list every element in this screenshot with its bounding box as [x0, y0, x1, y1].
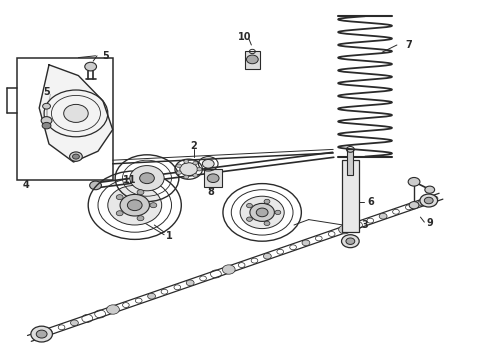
Circle shape — [107, 305, 120, 314]
Circle shape — [73, 154, 79, 159]
Text: 3: 3 — [362, 220, 368, 230]
Circle shape — [130, 166, 164, 191]
Circle shape — [32, 333, 40, 339]
Circle shape — [186, 280, 194, 286]
Circle shape — [43, 103, 50, 109]
Circle shape — [264, 199, 270, 204]
Text: 7: 7 — [406, 40, 413, 50]
Circle shape — [64, 104, 88, 122]
Circle shape — [108, 185, 162, 225]
Circle shape — [197, 167, 202, 171]
Circle shape — [42, 122, 51, 129]
Circle shape — [418, 200, 426, 206]
Circle shape — [379, 213, 387, 219]
Bar — [347, 149, 353, 175]
Bar — [17, 58, 113, 180]
Bar — [245, 51, 260, 69]
Circle shape — [275, 210, 281, 215]
Circle shape — [140, 173, 154, 184]
Circle shape — [193, 161, 198, 165]
Circle shape — [420, 194, 438, 207]
Bar — [342, 160, 359, 232]
Circle shape — [70, 152, 82, 161]
Circle shape — [137, 190, 144, 195]
Circle shape — [246, 203, 252, 208]
Circle shape — [246, 55, 258, 64]
Circle shape — [176, 171, 181, 175]
Text: 8: 8 — [207, 186, 214, 197]
Circle shape — [425, 186, 435, 193]
Polygon shape — [39, 65, 113, 162]
Circle shape — [207, 174, 219, 183]
Text: 6: 6 — [367, 197, 374, 207]
Circle shape — [409, 202, 419, 209]
Circle shape — [424, 197, 433, 204]
Text: 2: 2 — [190, 141, 197, 151]
Circle shape — [222, 265, 235, 274]
Circle shape — [127, 200, 142, 211]
Circle shape — [346, 238, 355, 244]
Circle shape — [184, 175, 189, 179]
Text: 10: 10 — [238, 32, 252, 42]
Text: 4: 4 — [23, 180, 29, 190]
Circle shape — [116, 195, 123, 200]
Text: 9: 9 — [427, 218, 434, 228]
Circle shape — [176, 164, 181, 167]
Circle shape — [180, 163, 197, 176]
Circle shape — [264, 253, 271, 259]
Circle shape — [150, 203, 157, 208]
Circle shape — [302, 240, 310, 246]
Circle shape — [193, 174, 198, 177]
Circle shape — [31, 326, 52, 342]
Circle shape — [256, 208, 268, 217]
Circle shape — [147, 293, 155, 299]
Bar — [204, 169, 222, 187]
Text: 5: 5 — [43, 87, 50, 97]
Circle shape — [342, 235, 359, 248]
Circle shape — [90, 181, 101, 190]
Circle shape — [71, 320, 78, 326]
Circle shape — [250, 203, 274, 221]
Circle shape — [85, 62, 97, 71]
Circle shape — [264, 221, 270, 225]
Circle shape — [339, 225, 350, 234]
Circle shape — [408, 177, 420, 186]
Circle shape — [240, 196, 284, 229]
Circle shape — [137, 216, 144, 221]
Text: 5: 5 — [102, 51, 109, 61]
Circle shape — [116, 211, 123, 216]
Circle shape — [120, 194, 149, 216]
Text: 11: 11 — [123, 175, 137, 185]
Circle shape — [202, 159, 214, 168]
Circle shape — [36, 330, 47, 338]
Circle shape — [246, 217, 252, 221]
Text: 1: 1 — [166, 231, 172, 241]
Circle shape — [184, 160, 189, 163]
Circle shape — [41, 117, 52, 125]
